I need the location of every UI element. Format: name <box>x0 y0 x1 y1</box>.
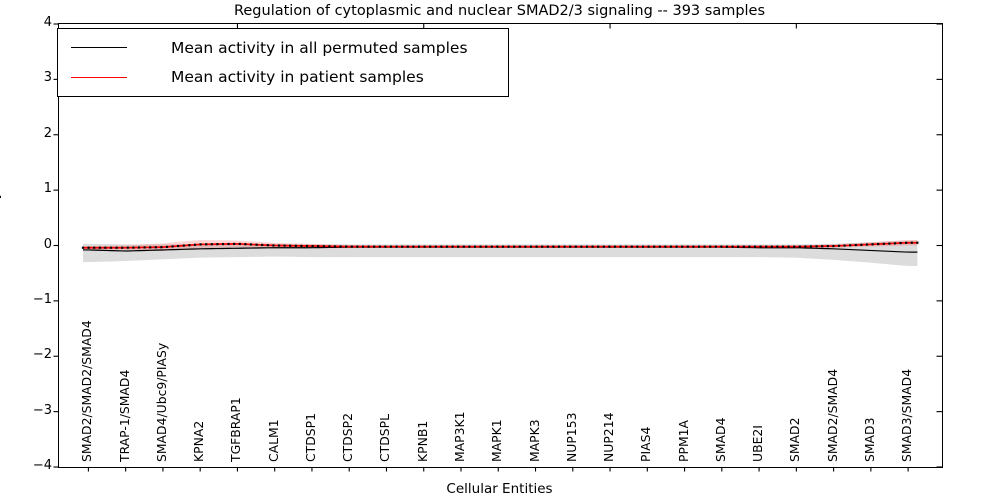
y-tick-label: 1 <box>43 181 52 197</box>
x-tick-label: SMAD2/SMAD4 <box>824 368 840 462</box>
x-tick-label: CTDSPL <box>377 413 393 462</box>
x-tick-label: PPM1A <box>675 420 691 462</box>
x-tick-label: MAPK1 <box>489 419 505 462</box>
legend-item-permuted: Mean activity in all permuted samples <box>58 39 508 57</box>
x-tick-label: NUP153 <box>563 412 579 462</box>
x-tick-label: SMAD3 <box>861 417 877 462</box>
legend-box: Mean activity in all permuted samples Me… <box>57 28 509 97</box>
chart-title: Regulation of cytoplasmic and nuclear SM… <box>233 3 766 19</box>
x-tick-label: SMAD4 <box>712 417 728 462</box>
y-tick-label: 4 <box>43 15 52 30</box>
plot-canvas <box>53 23 942 472</box>
x-tick-label: TGFBRAP1 <box>228 397 244 462</box>
x-tick-label: TRAP-1/SMAD4 <box>116 369 132 462</box>
x-tick-label: SMAD3/SMAD4 <box>899 368 915 462</box>
permuted-line-swatch <box>71 47 127 49</box>
x-tick-label: MAPK3 <box>526 419 542 462</box>
x-tick-label: SMAD4/Ubc9/PIASy <box>153 342 169 462</box>
patient-line-swatch <box>71 76 127 78</box>
y-tick-label: −1 <box>32 291 52 307</box>
y-tick-label: −2 <box>32 347 52 363</box>
legend-label-permuted: Mean activity in all permuted samples <box>171 38 468 57</box>
x-tick-label: SMAD2/SMAD2/SMAD4 <box>79 320 95 462</box>
legend-item-patient: Mean activity in patient samples <box>58 68 508 86</box>
x-tick-label: KPNA2 <box>191 420 207 462</box>
x-tick-label: CALM1 <box>265 419 281 462</box>
y-tick-label: 2 <box>43 125 52 141</box>
plot-area <box>53 23 943 472</box>
axis-ticks <box>53 23 942 472</box>
x-tick-label: CTDSP1 <box>302 413 318 462</box>
y-tick-label: −4 <box>32 458 52 473</box>
data-point-markers <box>81 241 919 249</box>
y-tick-label: 0 <box>43 236 52 252</box>
x-tick-label: PIAS4 <box>638 426 654 462</box>
x-tick-label: UBE2I <box>750 425 766 462</box>
legend-label-patient: Mean activity in patient samples <box>171 68 424 87</box>
x-tick-label: SMAD2 <box>787 417 803 462</box>
x-tick-label: NUP214 <box>601 412 617 462</box>
x-axis-label: Cellular Entities <box>446 481 553 497</box>
x-tick-label: CTDSP2 <box>340 413 356 462</box>
x-tick-label: KPNB1 <box>414 420 430 462</box>
y-tick-label: −3 <box>32 402 52 418</box>
y-tick-label: 3 <box>43 70 52 86</box>
x-tick-label: MAP3K1 <box>452 411 467 462</box>
